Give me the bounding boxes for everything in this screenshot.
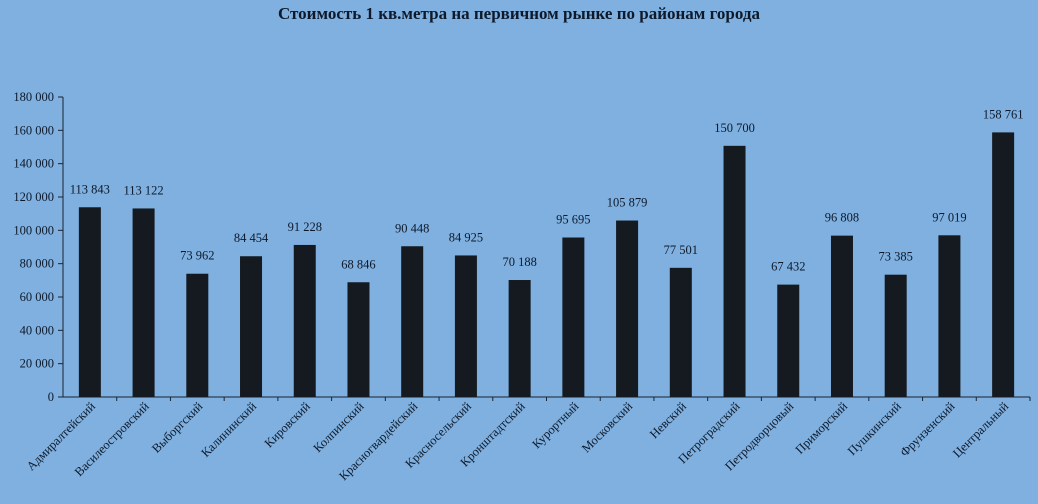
bar xyxy=(132,208,155,397)
data-label: 67 432 xyxy=(771,260,805,274)
data-label: 113 122 xyxy=(123,183,163,197)
bar xyxy=(240,256,263,397)
chart-title: Стоимость 1 кв.метра на первичном рынке … xyxy=(277,4,760,23)
data-label: 77 501 xyxy=(664,243,698,257)
bar xyxy=(562,237,585,397)
x-tick-label: Кировский xyxy=(262,399,313,450)
y-tick-label: 160 000 xyxy=(13,123,54,137)
data-label: 97 019 xyxy=(932,210,966,224)
bar xyxy=(777,284,800,397)
y-tick-label: 80 000 xyxy=(20,257,54,271)
bar xyxy=(78,207,101,397)
y-tick-label: 20 000 xyxy=(20,357,54,371)
data-label: 70 188 xyxy=(502,255,536,269)
y-tick-label: 100 000 xyxy=(13,223,54,237)
bar xyxy=(830,235,853,397)
x-tick-label: Пушкинский xyxy=(845,399,904,458)
x-tick-label: Невский xyxy=(647,399,689,441)
data-label: 68 846 xyxy=(341,257,375,271)
x-tick-label: Фрунзенский xyxy=(897,399,957,459)
bar xyxy=(347,282,370,397)
bar xyxy=(669,267,692,397)
x-tick-label: Центральный xyxy=(950,399,1011,460)
data-label: 84 454 xyxy=(234,231,269,245)
bar xyxy=(616,220,639,397)
data-label: 113 843 xyxy=(70,182,110,196)
x-tick-label: Приморский xyxy=(793,399,851,457)
x-tick-label: Калининский xyxy=(198,399,259,460)
bar xyxy=(454,255,477,397)
data-label: 96 808 xyxy=(825,211,859,225)
data-label: 158 761 xyxy=(983,107,1024,121)
x-tick-label: Московский xyxy=(579,399,635,455)
bar xyxy=(723,145,746,397)
data-label: 73 962 xyxy=(180,249,214,263)
y-tick-label: 120 000 xyxy=(13,190,54,204)
y-tick-label: 40 000 xyxy=(20,323,54,337)
bar xyxy=(938,235,961,397)
x-tick-label: Курортный xyxy=(530,399,582,451)
data-label: 73 385 xyxy=(879,250,913,264)
data-label: 95 695 xyxy=(556,213,590,227)
bar xyxy=(186,273,209,397)
y-tick-label: 60 000 xyxy=(20,290,54,304)
x-tick-label: Выборгский xyxy=(149,399,206,456)
data-label: 90 448 xyxy=(395,221,429,235)
bar xyxy=(401,246,424,397)
data-label: 91 228 xyxy=(288,220,322,234)
y-tick-label: 0 xyxy=(48,390,54,404)
bar xyxy=(293,244,316,397)
data-label: 150 700 xyxy=(714,121,755,135)
y-tick-label: 140 000 xyxy=(13,157,54,171)
y-tick-label: 180 000 xyxy=(13,90,54,104)
bar xyxy=(508,280,531,397)
bar xyxy=(884,274,907,397)
data-label: 105 879 xyxy=(607,196,648,210)
bar xyxy=(992,132,1015,398)
data-label: 84 925 xyxy=(449,230,483,244)
x-tick-label: Колпинский xyxy=(311,399,367,455)
